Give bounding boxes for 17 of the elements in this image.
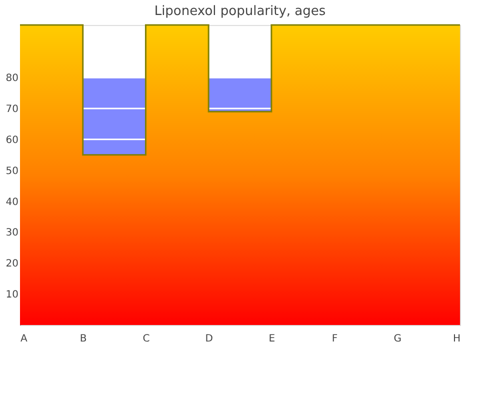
- x-tick-label: H: [452, 334, 460, 344]
- chart-title: Liponexol popularity, ages: [154, 4, 326, 19]
- x-tick-label: B: [80, 334, 87, 344]
- x-tick-label: C: [142, 334, 150, 344]
- x-tick-label: G: [394, 334, 402, 344]
- y-tick-label: 50: [6, 166, 18, 177]
- y-tick-label: 70: [6, 104, 18, 116]
- y-tick-label: 40: [6, 196, 18, 208]
- x-tick-label: E: [268, 334, 276, 344]
- y-tick-label: 20: [6, 258, 18, 270]
- y-tick-label: 80: [6, 73, 18, 84]
- y-tick-label: 60: [6, 134, 18, 146]
- x-tick-label: F: [332, 334, 338, 344]
- y-tick-label: 10: [6, 290, 18, 301]
- x-tick-label: D: [205, 334, 214, 344]
- x-tick-label: A: [20, 334, 28, 344]
- y-tick-label: 30: [6, 228, 18, 239]
